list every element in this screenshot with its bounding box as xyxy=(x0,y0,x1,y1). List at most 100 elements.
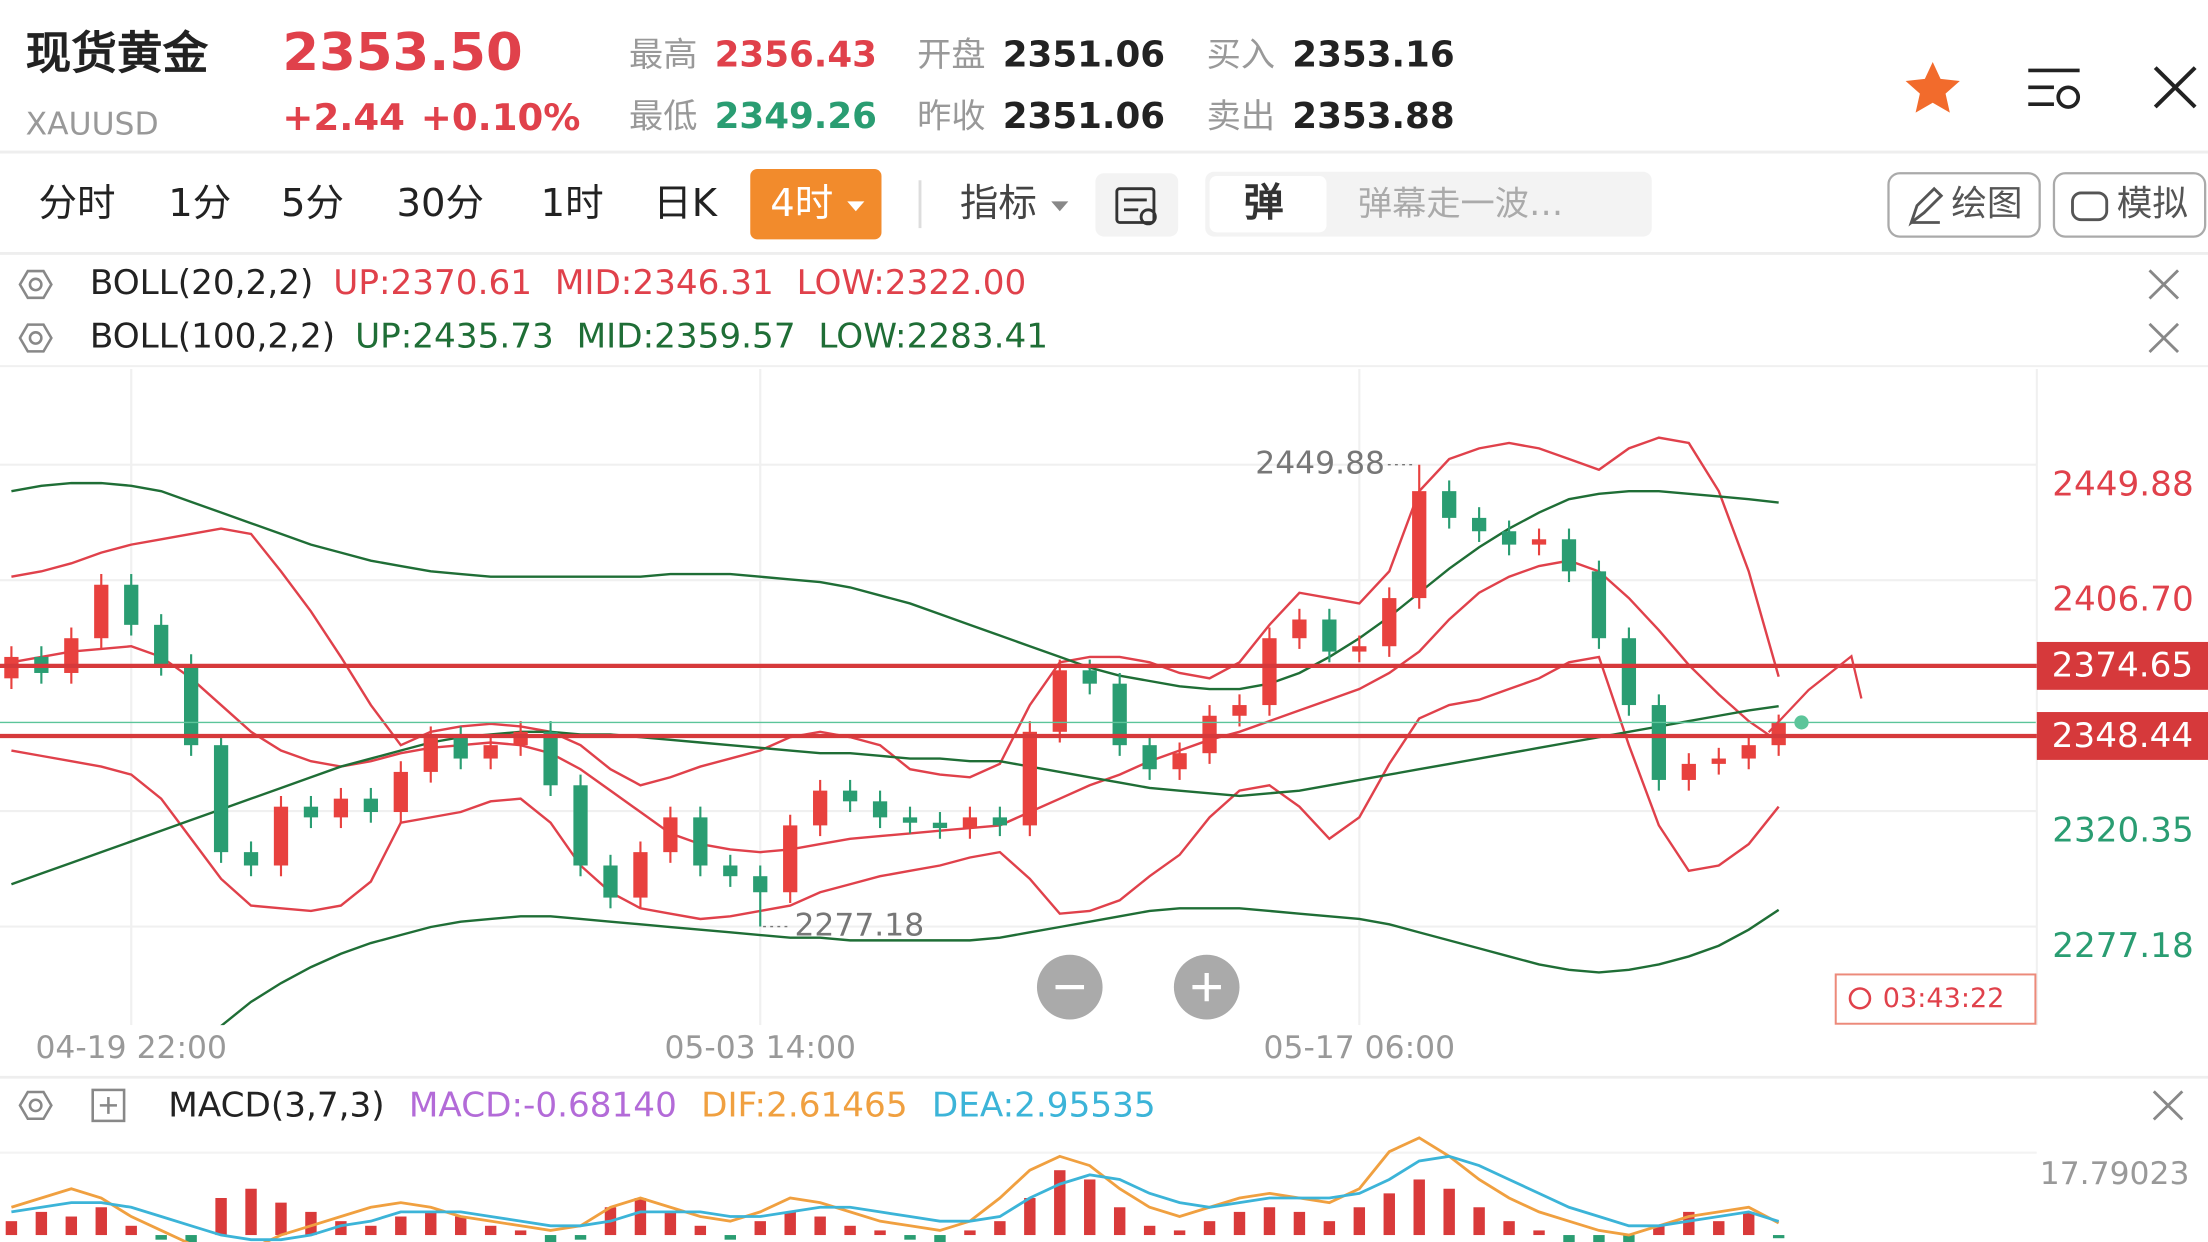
candle-body xyxy=(1561,539,1577,572)
y-tick-label: 2320.35 xyxy=(2052,811,2194,851)
tool-button[interactable] xyxy=(1095,173,1179,237)
tool-icon xyxy=(1115,187,1157,226)
macd-bar xyxy=(1263,1207,1276,1236)
candle-body xyxy=(1052,670,1067,732)
candle-body xyxy=(1472,517,1487,532)
settings-icon[interactable] xyxy=(18,269,53,300)
danmaku-icon: 弹 xyxy=(1244,180,1284,226)
candle-body xyxy=(453,737,468,759)
candle-body xyxy=(753,876,768,893)
indicator-value: LOW:2322.00 xyxy=(797,263,1027,303)
candle-body xyxy=(872,801,888,818)
draw-button[interactable] xyxy=(1887,172,2041,238)
stat-label: 卖出 xyxy=(1207,97,1275,137)
stat-value: 2351.06 xyxy=(1003,34,1165,75)
macd-bar xyxy=(694,1225,707,1236)
period-tab[interactable]: 1分 xyxy=(168,181,231,226)
macd-label: MACD(3,7,3) xyxy=(168,1085,384,1125)
x-tick-label: 05-03 14:00 xyxy=(664,1030,856,1066)
macd-bar xyxy=(994,1221,1006,1236)
macd-bar xyxy=(1233,1211,1246,1236)
candle-body xyxy=(1232,705,1247,716)
candle-body xyxy=(962,817,978,829)
period-tab[interactable]: 30分 xyxy=(397,181,484,226)
macd-label: DIF:2.61465 xyxy=(701,1085,908,1125)
settings-icon[interactable] xyxy=(18,323,53,353)
indicator-button[interactable]: 指标 xyxy=(960,181,1037,226)
zoom-in-icon xyxy=(1192,973,1221,1002)
macd-bar xyxy=(125,1225,137,1236)
macd-bar xyxy=(395,1216,407,1236)
stat-value: 2353.88 xyxy=(1292,96,1454,137)
close-indicator[interactable] xyxy=(2148,322,2180,354)
macd-bar xyxy=(215,1198,227,1236)
favorite-star[interactable] xyxy=(1905,61,1960,113)
indicator-value: UP:2435.73 xyxy=(355,317,554,357)
macd-bar xyxy=(1084,1179,1096,1236)
macd-bar xyxy=(754,1221,766,1236)
low-label: 2277.18 xyxy=(794,908,924,944)
candle-body xyxy=(423,737,438,772)
macd-line xyxy=(11,1154,1780,1242)
close-indicator[interactable] xyxy=(2148,269,2180,300)
boll-line xyxy=(11,559,1780,854)
macd-bar xyxy=(574,1235,587,1240)
close-button[interactable] xyxy=(2153,66,2197,109)
danmaku-placeholder[interactable]: 弹幕走一波… xyxy=(1358,184,1563,224)
macd-bar xyxy=(35,1211,48,1236)
macd-bar xyxy=(1683,1211,1695,1236)
stats: 最高 2356.43 最低 2349.26 开盘 2351.06 昨收 2351.06 买入 23… xyxy=(629,34,1455,137)
macd-area xyxy=(0,1136,2037,1242)
last-price-dot xyxy=(1794,715,1809,730)
close-indicator[interactable] xyxy=(2152,1090,2184,1121)
candle-body xyxy=(184,664,199,746)
simulate-button-label[interactable]: 模拟 xyxy=(2117,184,2188,225)
candle-body xyxy=(1082,670,1097,684)
macd-bar xyxy=(484,1225,497,1236)
candle-body xyxy=(1681,763,1696,780)
candle-body xyxy=(1621,638,1637,706)
macd-bar xyxy=(1713,1221,1725,1236)
horizontal-line-label: 2374.65 xyxy=(2052,646,2194,686)
period-tab[interactable]: 5分 xyxy=(281,181,344,226)
macd-bar xyxy=(425,1211,437,1236)
stat-value: 2356.43 xyxy=(715,34,877,75)
period-tab[interactable]: 4时 xyxy=(770,181,833,226)
period-tab[interactable]: 1时 xyxy=(541,181,604,226)
candle-body xyxy=(213,745,229,853)
indicator-name: BOLL(20,2,2) xyxy=(90,263,313,303)
candle-body xyxy=(1412,491,1427,599)
macd-bar xyxy=(904,1235,916,1240)
macd-bar xyxy=(1743,1211,1755,1236)
stat-label: 最高 xyxy=(629,35,697,75)
active-tab[interactable] xyxy=(750,168,882,240)
macd-bar xyxy=(305,1211,317,1236)
macd-bar xyxy=(544,1235,557,1242)
period-tab[interactable]: 日K xyxy=(653,181,718,226)
menu-icon[interactable] xyxy=(2028,68,2081,109)
candle-body xyxy=(543,731,558,786)
macd-bar xyxy=(1503,1221,1515,1236)
x-tick-label: 05-17 06:00 xyxy=(1264,1030,1456,1066)
macd-bar xyxy=(65,1216,78,1236)
macd-bar xyxy=(1593,1235,1605,1242)
candle-body xyxy=(154,624,169,665)
indicator-value: MID:2346.31 xyxy=(555,263,774,303)
add-indicator-icon[interactable] xyxy=(91,1088,126,1123)
dropdown-arrow xyxy=(847,201,865,212)
price-change: +2.44 xyxy=(282,96,405,139)
danmaku-toggle[interactable] xyxy=(1209,176,1327,233)
candle-body xyxy=(1352,646,1367,652)
stat-value: 2349.26 xyxy=(715,96,877,137)
candle-body xyxy=(723,865,738,877)
candle-body xyxy=(902,817,918,823)
macd-bar xyxy=(664,1211,677,1236)
settings-icon[interactable] xyxy=(18,1090,53,1121)
macd-bar xyxy=(1293,1211,1306,1236)
candle-body xyxy=(333,798,349,818)
draw-button-label[interactable]: 绘图 xyxy=(1951,184,2022,225)
macd-bar xyxy=(335,1221,347,1236)
period-tab[interactable]: 分时 xyxy=(39,181,116,226)
candle-body xyxy=(124,584,139,625)
